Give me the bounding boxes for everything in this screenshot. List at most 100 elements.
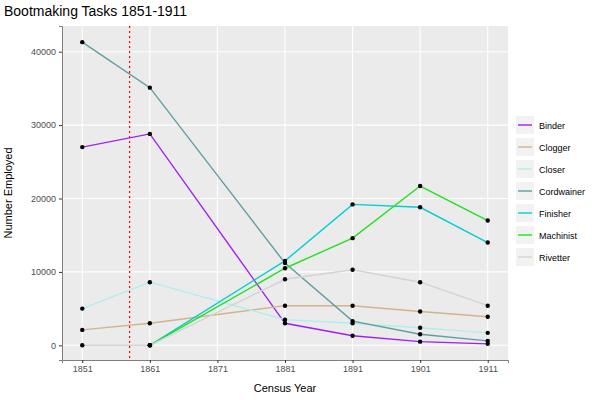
- x-tick-mark: [82, 360, 83, 363]
- x-axis-title: Census Year: [254, 382, 317, 394]
- legend: BinderCloggerCloserCordwainerFinisherMac…: [516, 116, 585, 266]
- legend-item: Cordwainer: [516, 182, 585, 200]
- legend-item: Finisher: [516, 204, 571, 222]
- x-tick-mark: [353, 360, 354, 363]
- point: [80, 306, 84, 310]
- x-axis: 1851 1861 1871 1881 1891 1901 1911: [63, 360, 509, 374]
- point: [486, 339, 490, 343]
- point: [350, 236, 354, 240]
- y-axis-title: Number Employed: [2, 147, 14, 238]
- x-grid-line: [217, 26, 218, 360]
- y-tick-mark: [59, 52, 62, 53]
- x-grid-line: [149, 26, 150, 360]
- legend-item: Binder: [516, 116, 565, 134]
- y-tick: 40000: [31, 47, 62, 57]
- x-tick-label: 1861: [140, 364, 160, 374]
- x-axis-line: [63, 361, 509, 364]
- x-tick: 1901: [411, 360, 431, 374]
- y-tick-label: 30000: [31, 120, 56, 130]
- point: [148, 343, 152, 347]
- y-tick: 10000: [31, 267, 62, 277]
- y-tick: 0: [51, 341, 62, 351]
- legend-label: Rivetter: [539, 253, 570, 263]
- point: [148, 132, 152, 136]
- x-tick: 1911: [479, 360, 498, 374]
- legend-key-background: [516, 160, 534, 178]
- point: [486, 314, 490, 318]
- x-tick-label: 1901: [411, 364, 431, 374]
- marks: [80, 26, 490, 360]
- grid: [62, 26, 508, 360]
- legend-key-background: [516, 138, 534, 156]
- chart: 1851 1861 1871 1881 1891 1901 1911 0 10000 20000 3…: [0, 0, 600, 400]
- series-line: [82, 306, 487, 330]
- legend-swatch: [518, 146, 532, 147]
- x-tick-label: 1871: [208, 364, 228, 374]
- x-tick-label: 1891: [343, 364, 363, 374]
- legend-item: Rivetter: [516, 248, 570, 266]
- legend-label: Cordwainer: [539, 187, 585, 197]
- x-tick: 1851: [73, 360, 93, 374]
- point: [418, 184, 422, 188]
- point: [80, 145, 84, 149]
- point: [350, 319, 354, 323]
- series-line: [82, 282, 487, 333]
- series-line: [82, 134, 487, 344]
- point: [418, 309, 422, 313]
- y-tick-mark: [59, 125, 62, 126]
- legend-item: Clogger: [516, 138, 571, 156]
- y-tick: 20000: [31, 194, 62, 204]
- point: [283, 277, 287, 281]
- point: [418, 339, 422, 343]
- series-line: [150, 186, 488, 345]
- x-grid-line: [487, 26, 488, 360]
- x-tick: 1871: [208, 360, 228, 374]
- x-tick-label: 1851: [73, 364, 93, 374]
- point: [283, 303, 287, 307]
- point: [486, 303, 490, 307]
- point: [148, 280, 152, 284]
- y-tick-mark: [59, 345, 62, 346]
- legend-item: Closer: [516, 160, 565, 178]
- point: [148, 343, 152, 347]
- legend-label: Finisher: [539, 209, 571, 219]
- point: [486, 331, 490, 335]
- point: [148, 85, 152, 89]
- title: Bootmaking Tasks 1851-1911: [4, 3, 187, 19]
- y-tick-label: 20000: [31, 194, 56, 204]
- y-tick-label: 40000: [31, 47, 56, 57]
- plot: 1851 1861 1871 1881 1891 1901 1911 0 10000 20000 3…: [31, 26, 509, 374]
- point: [350, 202, 354, 206]
- legend-key-background: [516, 116, 534, 134]
- series-line: [82, 270, 487, 346]
- point: [418, 332, 422, 336]
- point: [148, 343, 152, 347]
- point: [350, 303, 354, 307]
- x-tick-label: 1881: [275, 364, 295, 374]
- legend-label: Binder: [539, 121, 565, 131]
- legend-swatch: [518, 190, 532, 191]
- x-tick-mark: [488, 360, 489, 363]
- y-axis-line: [59, 27, 63, 361]
- y-tick: 30000: [31, 120, 62, 130]
- y-tick-label: 0: [51, 341, 56, 351]
- point: [350, 268, 354, 272]
- legend-key-background: [516, 226, 534, 244]
- legend-swatch: [518, 124, 532, 125]
- point: [80, 328, 84, 332]
- x-tick: 1881: [275, 360, 295, 374]
- series-line: [82, 42, 487, 341]
- legend-swatch: [518, 212, 532, 213]
- y-tick-mark: [59, 199, 62, 200]
- x-grid-line: [352, 26, 353, 360]
- point: [283, 317, 287, 321]
- legend-key-background: [516, 248, 534, 266]
- y-tick-mark: [59, 272, 62, 273]
- x-tick-mark: [150, 360, 151, 363]
- point: [418, 280, 422, 284]
- point: [80, 40, 84, 44]
- legend-swatch: [518, 168, 532, 169]
- x-grid-line: [284, 26, 285, 360]
- point: [80, 343, 84, 347]
- y-tick-label: 10000: [31, 267, 56, 277]
